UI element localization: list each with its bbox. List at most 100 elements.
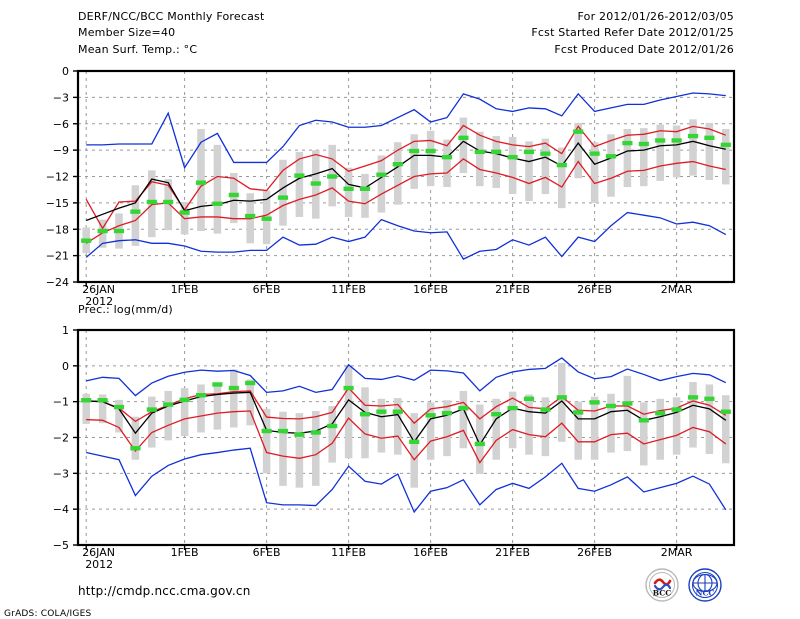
ensemble-spread-bar	[459, 390, 468, 449]
ensemble-spread-bar	[197, 384, 205, 433]
x-tick-label: 2MAR	[661, 546, 693, 559]
ensemble-spread-bar	[656, 124, 664, 181]
ensemble-spread-bar	[508, 391, 517, 449]
ensemble-spread-bar	[131, 185, 140, 246]
ensemble-spread-bar	[295, 151, 304, 217]
ensemble-spread-bar	[82, 393, 90, 424]
x-tick-label: 2MAR	[661, 283, 693, 296]
series-ensemble-max	[86, 357, 727, 397]
ensemble-spread-bar	[640, 402, 648, 466]
ensemble-spread-bar	[525, 394, 533, 455]
y-tick-label: −15	[46, 197, 69, 210]
ensemble-spread-bar	[492, 136, 500, 188]
ensemble-spread-bar	[98, 394, 107, 424]
series-ensemble-min	[85, 211, 727, 260]
ensemble-spread-bar	[279, 159, 287, 226]
ensemble-spread-bar	[148, 396, 156, 448]
x-tick-label: 1FEB	[171, 283, 199, 296]
ensemble-spread-bar	[410, 134, 418, 189]
y-tick-label: −3	[53, 91, 69, 104]
ensemble-spread-bar	[574, 122, 582, 179]
x-tick-label: 21FEB	[495, 283, 530, 296]
series-ensemble-max	[86, 92, 726, 170]
ncc-logo: NCC	[688, 568, 722, 602]
ensemble-spread-bar	[508, 136, 517, 195]
series-lower-quartile	[86, 410, 727, 464]
ensemble-spread-bar	[164, 179, 172, 231]
website-url[interactable]: http://cmdp.ncc.cma.gov.cn	[78, 584, 251, 598]
ensemble-spread-bar	[344, 167, 353, 217]
ensemble-spread-bar	[197, 129, 205, 232]
ensemble-spread-bar	[623, 129, 632, 188]
x-tick-label: 1FEB	[171, 546, 199, 559]
ensemble-spread-bar	[377, 398, 386, 453]
ensemble-spread-bar	[656, 398, 664, 460]
bcc-logo: BCC	[645, 568, 679, 602]
x-tick-label: 26FEB	[577, 546, 612, 559]
ensemble-spread-bar	[623, 375, 632, 452]
ensemble-spread-bar	[541, 397, 550, 457]
x-axis-year-label: 2012	[85, 295, 113, 308]
y-tick-label: 1	[62, 324, 69, 337]
series-ensemble-mean	[86, 391, 727, 447]
ensemble-spread-bar	[705, 122, 714, 181]
svg-text:NCC: NCC	[696, 589, 715, 598]
ensemble-spread-bar	[394, 142, 402, 205]
ensemble-spread-bar	[213, 144, 222, 234]
panel-precipitation-log: 1 0 −1 −2 −3 −4 −5 26JAN 1FEB 6FEB 11FEB 16FEB 21FEB…	[53, 324, 736, 571]
y-tick-label: −21	[46, 250, 69, 263]
forecast-produced-date-label: Fcst Produced Date 2012/01/26	[554, 43, 734, 56]
ensemble-spread-bar	[689, 119, 697, 176]
x-tick-label: 11FEB	[331, 546, 366, 559]
series-lower-quartile	[85, 158, 726, 244]
ensemble-spread-bar	[722, 129, 730, 185]
ensemble-spread-bar	[164, 390, 172, 441]
y-tick-label: −18	[46, 223, 69, 236]
series-ensemble-min	[86, 447, 727, 514]
x-tick-label: 26JAN	[82, 283, 115, 296]
ensemble-spread-bar	[705, 384, 714, 454]
x-tick-label: 26FEB	[577, 283, 612, 296]
ensemble-spread-bar	[213, 383, 222, 430]
y-tick-label: 0	[62, 360, 69, 373]
top-chart-variable-label: Mean Surf. Temp.: °C	[78, 43, 198, 56]
panel-mean-surface-temperature: 0 −3 −6 −9 −12 −15 −18 −21 −24 26JAN 1FEB 6FEB 11FEB…	[46, 65, 736, 308]
ensemble-spread-bar	[672, 397, 681, 455]
page-title: DERF/NCC/BCC Monthly Forecast	[78, 10, 265, 23]
ensemble-spread-bar	[295, 413, 304, 488]
x-tick-label: 16FEB	[413, 546, 448, 559]
x-tick-label: 16FEB	[413, 283, 448, 296]
ensemble-spread-bar	[394, 398, 402, 455]
ensemble-spread-bar	[443, 139, 451, 188]
ensemble-spread-bar	[574, 401, 582, 460]
ensemble-spread-bar	[640, 128, 648, 187]
ensemble-spread-bar	[689, 381, 697, 448]
ensemble-spread-bar	[131, 416, 140, 460]
ensemble-spread-bar	[98, 219, 107, 248]
grads-credit: GrADS: COLA/IGES	[4, 609, 92, 619]
ensemble-spread-bar	[312, 410, 320, 486]
svg-text:BCC: BCC	[653, 589, 671, 598]
series-ensemble-mean	[85, 140, 726, 222]
ensemble-spread-bar	[328, 405, 336, 463]
ensemble-spread-bar	[361, 387, 369, 459]
ensemble-spread-bar	[246, 379, 254, 426]
series-upper-quartile	[85, 124, 727, 230]
x-tick-label: 21FEB	[495, 546, 530, 559]
ensemble-spread-bar	[262, 408, 271, 474]
forecast-start-date-label: Fcst Started Refer Date 2012/01/25	[531, 26, 734, 39]
ensemble-spread-bar	[426, 402, 435, 460]
ensemble-spread-bar	[607, 134, 615, 197]
ensemble-spread-bar	[180, 388, 189, 437]
y-tick-label: −4	[53, 503, 69, 516]
ensemble-spread-bar	[426, 130, 435, 187]
y-tick-label: −1	[53, 396, 69, 409]
x-tick-label: 6FEB	[253, 283, 281, 296]
ensemble-spread-bar	[607, 393, 615, 453]
y-tick-label: 0	[62, 65, 69, 78]
ensemble-spread-bar	[722, 395, 730, 464]
ensemble-spread-bar	[377, 155, 386, 213]
ensemble-spread-bar	[590, 396, 599, 460]
y-tick-label: −6	[53, 118, 69, 131]
